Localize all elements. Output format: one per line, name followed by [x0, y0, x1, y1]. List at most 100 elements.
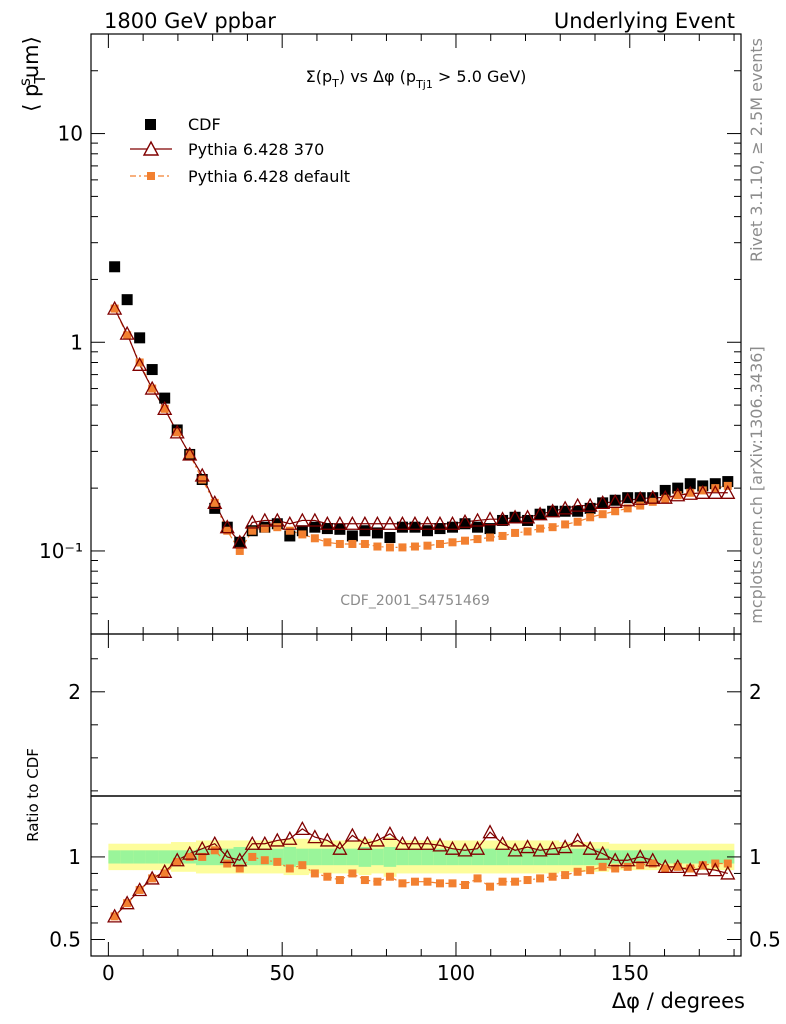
ratio-inner-band: [546, 848, 560, 866]
ratio-pythia-default-point: [573, 867, 582, 876]
ratio-pythia-default-point: [486, 882, 495, 891]
ratio-pythia-370-point: [482, 824, 498, 839]
ratio-pythia-370-point: [532, 842, 548, 857]
pythia-370-point: [582, 497, 598, 512]
ratio-inner-band: [145, 850, 159, 864]
pythia-default-point: [623, 504, 632, 513]
ratio-y-tick-label-right: 0.5: [749, 927, 781, 951]
pythia-default-point: [123, 331, 132, 340]
main-y-tick-label: 10⁻¹: [39, 539, 83, 563]
ratio-pythia-default-point: [310, 869, 319, 878]
pythia-370-point: [620, 492, 636, 507]
pythia-370-point: [557, 500, 573, 515]
ratio-pythia-default-point: [673, 862, 682, 871]
watermark: CDF_2001_S4751469: [340, 593, 489, 609]
pythia-370-point: [282, 515, 298, 530]
ratio-pythia-default-point: [135, 885, 144, 894]
pythia-default-point: [298, 530, 307, 539]
cdf-point: [597, 497, 609, 509]
ratio-inner-band: [421, 848, 435, 866]
ratio-pythia-default-point: [648, 859, 657, 868]
cdf-point: [622, 492, 634, 504]
pythia-default-point: [561, 520, 570, 529]
ratio-pythia-370-point: [670, 858, 686, 874]
ratio-pythia-370-point: [307, 829, 323, 844]
ratio-pythia-370-point: [319, 832, 335, 847]
ratio-pythia-default-point: [435, 879, 444, 888]
ratio-pythia-370-point: [169, 852, 185, 867]
ratio-pythia-370-point: [457, 842, 473, 857]
ratio-pythia-370-point: [507, 842, 523, 857]
cdf-point: [709, 478, 721, 490]
header-left: 1800 GeV ppbar: [104, 9, 276, 33]
ratio-pythia-370-point: [182, 845, 198, 860]
ratio-pythia-370-point: [695, 860, 711, 875]
cdf-point: [159, 392, 171, 404]
pythia-default-point: [673, 491, 682, 500]
pythia-370-point: [595, 494, 611, 510]
x-tick-label: 150: [611, 961, 649, 985]
cdf-point: [509, 511, 521, 523]
ratio-pythia-default-point: [611, 864, 620, 873]
pythia-370-point: [169, 424, 185, 439]
pythia-default-point: [586, 513, 595, 522]
ratio-inner-band: [583, 848, 597, 866]
cdf-point: [484, 523, 496, 535]
pythia-370-point: [344, 515, 360, 530]
pythia-default-point: [335, 539, 344, 548]
pythia-370-point: [695, 484, 711, 499]
ratio-pythia-370-point: [720, 865, 736, 880]
pythia-370-point: [532, 506, 548, 521]
ratio-inner-band: [396, 848, 410, 866]
ratio-inner-band: [533, 848, 547, 866]
ratio-pythia-default-point: [285, 864, 294, 873]
cdf-point: [459, 518, 471, 530]
ratio-inner-band: [671, 850, 685, 864]
ratio-pythia-370-point: [357, 835, 373, 850]
header-right: Underlying Event: [554, 9, 735, 33]
ratio-pythia-default-point: [248, 852, 257, 861]
cdf-point: [634, 492, 646, 504]
pythia-default-point: [410, 542, 419, 551]
pythia-default-point: [548, 523, 557, 532]
pythia-370-point: [132, 356, 148, 371]
pythia-default-point: [448, 538, 457, 547]
pythia-370-point: [332, 515, 348, 530]
ratio-pythia-370-point: [232, 852, 248, 867]
ratio-inner-band: [458, 848, 472, 866]
cdf-point: [359, 525, 371, 537]
ratio-inner-band: [283, 847, 297, 867]
pythia-370-point: [382, 515, 398, 530]
ratio-y-tick-label-left: 0.5: [49, 927, 81, 951]
cdf-point: [534, 508, 546, 520]
ratio-inner-band: [346, 848, 359, 866]
pythia-370-point: [607, 493, 623, 508]
pythia-370-point: [257, 512, 273, 527]
ratio-pythia-370-point: [157, 863, 173, 878]
pythia-default-point: [385, 543, 394, 552]
ratio-pythia-default-point: [385, 872, 394, 881]
ratio-pythia-370-point: [144, 870, 160, 885]
ratio-pythia-default-point: [160, 869, 169, 878]
ratio-pythia-370-point: [394, 835, 411, 850]
ratio-panel: 0.5 0.5 1 1 2 2 0 50 100 150: [49, 633, 781, 985]
ratio-y-tick-label-left: 2: [68, 680, 81, 704]
ratio-pythia-default-point: [410, 877, 419, 886]
cdf-point: [547, 505, 559, 517]
pythia-default-point: [461, 536, 470, 545]
pythia-default-point: [536, 524, 545, 533]
ratio-pythia-default-point: [423, 877, 432, 886]
ratio-pythia-370-point: [570, 832, 586, 847]
ratio-pythia-default-point: [373, 877, 382, 886]
ratio-data-marks: [107, 820, 736, 923]
ratio-pythia-default-point: [398, 879, 407, 888]
pythia-370-point: [457, 513, 473, 528]
ratio-pythia-default-point: [173, 857, 182, 866]
ratio-pythia-default-point: [686, 864, 695, 873]
ratio-pythia-default-point: [623, 862, 632, 871]
pythia-370-point: [207, 494, 223, 510]
ratio-inner-band: [571, 848, 585, 866]
ratio-pythia-default-point: [185, 852, 194, 861]
ratio-pythia-370-point: [519, 839, 536, 854]
